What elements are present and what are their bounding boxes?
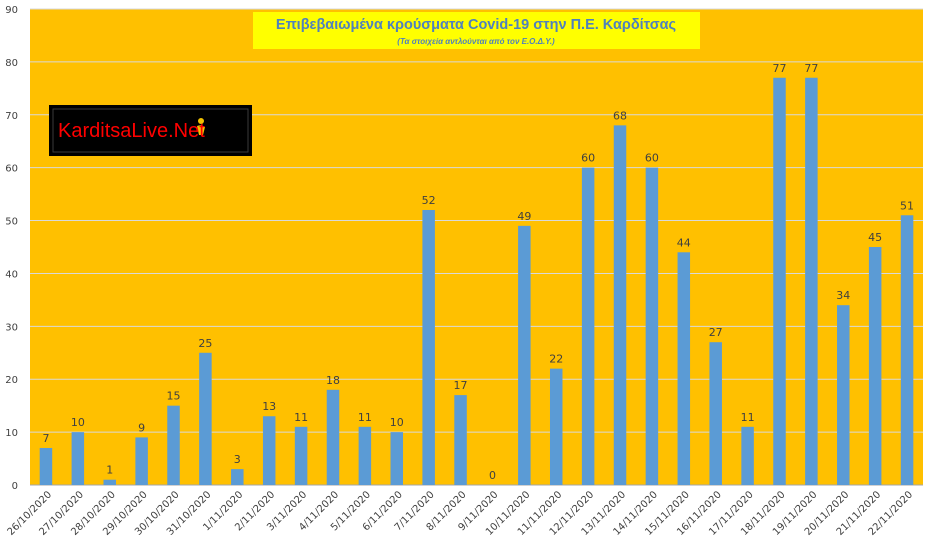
data-label: 7 [42, 432, 49, 445]
data-label: 27 [709, 326, 723, 339]
bar [390, 432, 404, 485]
bar [837, 305, 850, 485]
data-label: 60 [581, 152, 595, 165]
bar [326, 389, 340, 485]
data-label: 45 [868, 231, 882, 244]
bar [868, 247, 882, 485]
bar [454, 395, 467, 485]
title-background [253, 12, 700, 49]
bar [103, 479, 116, 485]
data-label: 11 [358, 411, 372, 424]
y-tick-label: 60 [5, 164, 18, 175]
bar [549, 368, 563, 485]
chart-subtitle: (Τα στοιχεία αντλούνται από τον Ε.Ο.Δ.Υ.… [397, 37, 555, 46]
bar [262, 416, 276, 485]
bar [645, 167, 659, 485]
logo-figure-icon [198, 118, 204, 124]
data-label: 51 [900, 199, 914, 212]
bar [518, 225, 531, 485]
title-box: Επιβεβαιωμένα κρούσματα Covid-19 στην Π.… [253, 12, 700, 49]
y-tick-label: 70 [5, 111, 18, 122]
y-tick-label: 90 [5, 5, 18, 16]
bar [167, 405, 180, 485]
data-label: 3 [234, 453, 241, 466]
bar [709, 342, 722, 485]
y-tick-label: 10 [5, 428, 18, 439]
data-label: 1 [106, 464, 113, 477]
data-label: 60 [645, 152, 659, 165]
bars [39, 77, 914, 485]
bar [741, 426, 754, 485]
data-label: 25 [198, 337, 212, 350]
bar [135, 437, 148, 485]
y-tick-label: 0 [12, 481, 18, 492]
chart-title: Επιβεβαιωμένα κρούσματα Covid-19 στην Π.… [276, 17, 676, 33]
y-tick-label: 20 [5, 375, 18, 386]
logo-frame [52, 108, 249, 153]
data-label: 44 [677, 236, 691, 249]
logo-figure-body-icon [197, 125, 205, 135]
y-axis: 0 10 20 30 40 50 60 70 80 90 [5, 5, 18, 492]
data-label: 22 [549, 353, 563, 366]
data-label: 77 [804, 62, 818, 75]
bar [39, 447, 53, 485]
data-label: 10 [71, 416, 85, 429]
bar [71, 432, 85, 485]
y-tick-label: 40 [5, 269, 18, 280]
data-label: 18 [326, 374, 340, 387]
bar [231, 469, 244, 485]
data-label: 10 [390, 416, 404, 429]
bar [805, 77, 818, 485]
data-label: 11 [741, 411, 755, 424]
data-label: 52 [422, 194, 436, 207]
data-label: 11 [294, 411, 308, 424]
data-label: 49 [517, 210, 531, 223]
karditsalive-logo: KarditsaLive.Net [49, 105, 252, 156]
bar [773, 77, 786, 485]
data-labels: 7 10 1 9 15 25 3 13 11 18 11 10 52 17 0 49 22 60 68 60 44 27 1… [42, 62, 914, 482]
bar [677, 252, 691, 485]
logo-text: KarditsaLive.Net [58, 120, 205, 142]
bar [358, 426, 372, 485]
data-label: 34 [836, 289, 850, 302]
data-label: 13 [262, 400, 276, 413]
data-label: 9 [138, 421, 145, 434]
logo-background [49, 105, 252, 156]
data-label: 68 [613, 109, 627, 122]
y-tick-label: 30 [5, 322, 18, 333]
y-tick-label: 80 [5, 58, 18, 69]
bar [581, 167, 595, 485]
x-axis: 26/10/202027/10/202028/10/202029/10/2020… [6, 489, 916, 538]
y-tick-label: 50 [5, 217, 18, 228]
bar [613, 125, 627, 485]
data-label: 15 [167, 390, 181, 403]
data-label: 0 [489, 469, 496, 482]
bar [422, 209, 435, 485]
plot-area [30, 9, 923, 485]
data-label: 17 [454, 379, 468, 392]
bar [199, 352, 212, 485]
data-label: 77 [772, 62, 786, 75]
bar [900, 215, 914, 485]
bar [294, 426, 308, 485]
